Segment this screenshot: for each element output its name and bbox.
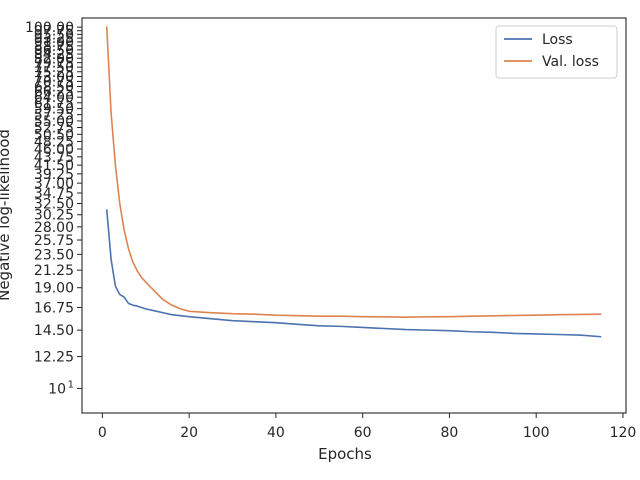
- y-tick-label: 86.50: [34, 43, 74, 59]
- y-tick-label: 30.25: [34, 208, 74, 224]
- series-line-0: [105, 209, 602, 338]
- x-axis-ticks: 0 20 40 60 80 100 120: [98, 413, 636, 441]
- y-tick-label: 10: [48, 381, 66, 397]
- y-tick-label: 55.00: [34, 114, 74, 130]
- x-tick-label: 60: [354, 425, 372, 441]
- y-tick-exponent: 1: [68, 379, 74, 390]
- y-tick-label: 91.00: [34, 35, 74, 51]
- y-tick-label: 100.00: [25, 20, 74, 36]
- y-tick-label: 66.25: [34, 85, 74, 101]
- y-tick-label: 25.75: [34, 233, 74, 249]
- y-tick-label: 95.50: [34, 27, 74, 43]
- y-tick-label: 28.00: [34, 220, 74, 236]
- y-tick-label: 34.75: [34, 186, 74, 202]
- y-tick-label: 16.75: [34, 300, 74, 316]
- y-tick-label: 93.25: [34, 31, 74, 47]
- y-tick-label: 88.75: [34, 39, 74, 55]
- y-tick-label: 43.75: [34, 150, 74, 166]
- y-tick-label: 39.25: [34, 167, 74, 183]
- y-axis-label: Negative log-likelihood: [0, 129, 13, 301]
- axes-frame: [81, 17, 627, 414]
- y-tick-label: 70.75: [34, 74, 74, 90]
- y-tick-label: 37.00: [34, 176, 74, 192]
- y-tick-label: 75.25: [34, 65, 74, 81]
- y-tick-label: 21.25: [34, 263, 74, 279]
- x-tick-label: 120: [610, 425, 637, 441]
- y-tick-label: 64.00: [34, 90, 74, 106]
- y-tick-label: 73.00: [34, 70, 74, 86]
- y-tick-label: 59.50: [34, 102, 74, 118]
- y-tick-label: 41.50: [34, 158, 74, 174]
- series-layer: [105, 26, 602, 338]
- y-tick-label: 23.50: [34, 247, 74, 263]
- y-tick-label: 14.50: [34, 323, 74, 339]
- y-tick-label: 84.25: [34, 47, 74, 63]
- y-tick-label: 48.25: [34, 134, 74, 150]
- x-tick-label: 20: [180, 425, 198, 441]
- y-axis-ticks: 10 1 12.25 14.50 16.75 19.00 21.2523.5025.7528…: [25, 20, 82, 397]
- legend-label: Val. loss: [542, 54, 599, 70]
- x-tick-label: 80: [441, 425, 459, 441]
- legend-label: Loss: [542, 32, 573, 48]
- y-tick-label: 68.50: [34, 80, 74, 96]
- y-tick-label: 19.00: [34, 281, 74, 297]
- x-tick-label: 100: [523, 425, 550, 441]
- y-tick-label: 52.75: [34, 120, 74, 136]
- y-tick-label: 79.75: [34, 56, 74, 72]
- legend: Loss Val. loss: [495, 25, 618, 79]
- plot-area: [81, 17, 627, 414]
- y-tick-label: 32.50: [34, 196, 74, 212]
- y-tick-label: 61.75: [34, 96, 74, 112]
- y-tick-label: 97.75: [34, 24, 74, 40]
- x-axis-label: Epochs: [318, 445, 372, 463]
- y-tick-label: 77.50: [34, 60, 74, 76]
- y-tick-label: 50.50: [34, 127, 74, 143]
- x-tick-label: 40: [267, 425, 285, 441]
- y-tick-label: 12.25: [34, 350, 74, 366]
- y-tick-label: 82.00: [34, 51, 74, 67]
- series-line-1: [105, 26, 602, 318]
- y-tick-label: 57.25: [34, 108, 74, 124]
- y-tick-label: 46.00: [34, 142, 74, 158]
- x-tick-label: 0: [98, 425, 107, 441]
